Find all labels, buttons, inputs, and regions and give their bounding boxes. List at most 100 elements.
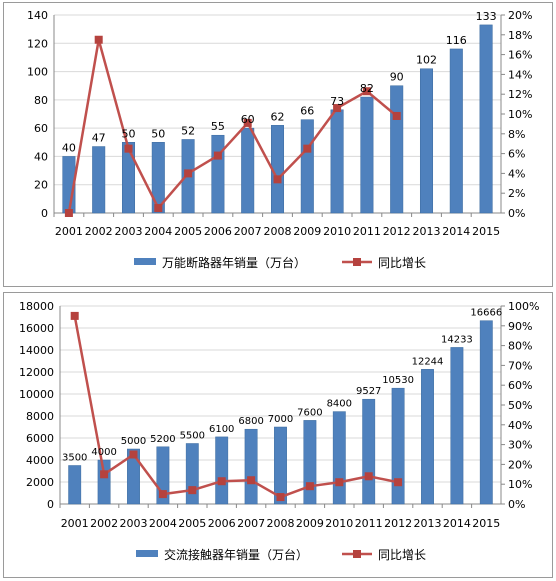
bar [211,134,225,214]
x-category-label: 2010 [325,517,353,530]
bar [332,411,346,505]
growth-marker [303,144,312,153]
growth-marker [362,87,371,96]
x-category-label: 2007 [237,517,265,530]
bar-value-label: 47 [92,132,106,145]
bar-value-label: 4000 [91,447,116,458]
x-category-label: 2013 [414,517,442,530]
bar [419,68,434,214]
x-category-label: 2006 [204,225,232,238]
y-left-tick-label: 120 [27,37,48,50]
bar-value-label: 14233 [441,334,473,345]
y-right-tick-label: 20% [508,458,532,471]
growth-marker [335,478,344,487]
bar-value-label: 3500 [62,453,87,464]
y-left-tick-label: 20 [34,179,48,192]
growth-marker [124,144,133,153]
bar-value-label: 12244 [412,356,444,367]
x-category-label: 2008 [267,517,295,530]
y-left-tick-label: 2000 [26,476,54,489]
bar-value-label: 82 [360,82,374,95]
bar-value-label: 50 [151,127,165,140]
x-category-label: 2009 [296,517,324,530]
y-right-tick-label: 60% [508,379,532,392]
x-category-label: 2007 [234,225,262,238]
legend-line-marker [353,550,361,558]
x-category-label: 2006 [208,517,236,530]
y-right-tick-label: 2% [508,187,525,200]
y-left-tick-label: 40 [34,150,48,163]
bar [449,48,463,214]
growth-marker [394,478,403,487]
bar-value-label: 6100 [209,424,234,435]
bar-value-label: 40 [62,141,76,154]
growth-marker [184,169,193,178]
y-right-tick-label: 0% [508,207,525,220]
x-category-label: 2009 [293,225,321,238]
bar [479,320,493,505]
x-category-label: 2002 [85,225,113,238]
bar [303,420,317,505]
bar [362,398,376,505]
x-category-label: 2011 [355,517,383,530]
growth-marker [213,151,222,160]
growth-marker [276,493,285,502]
y-left-tick-label: 18000 [19,300,54,313]
y-right-tick-label: 80% [508,340,532,353]
y-right-tick-label: 16% [508,49,532,62]
growth-marker [364,472,373,481]
bar-value-label: 62 [271,110,285,123]
bar [241,127,255,214]
growth-line [73,315,399,499]
chart-circuit-breaker-sales: 0 20 40 60 80 100 120 140 0% 2% 4% 6% 8% 10% 12% 14% 16%… [27,9,532,270]
legend-bar-label: 交流接触器年销量（万台） [164,547,308,562]
y-right-tick-label: 6% [508,148,525,161]
bar-value-label: 16666 [470,308,502,319]
x-category-label: 2001 [55,225,83,238]
y-left-tick-label: 100 [27,66,48,79]
bar-value-label: 55 [211,120,225,133]
x-category-label: 2001 [61,517,89,530]
y-left-tick-label: 80 [34,94,48,107]
y-left-tick-label: 140 [27,9,48,22]
bar-value-label: 7000 [268,414,293,425]
y-left-tick-label: 16000 [19,322,54,335]
y-right-tick-label: 20% [508,9,532,22]
y-right-tick-label: 90% [508,320,532,333]
bar [151,142,165,214]
y-left-tick-label: 14000 [19,344,54,357]
growth-marker [154,204,163,213]
growth-marker [247,476,256,485]
bar-value-label: 9527 [356,386,381,397]
x-category-label: 2014 [443,517,471,530]
y-right-tick-label: 40% [508,419,532,432]
bar-value-label: 5200 [150,434,175,445]
growth-marker [333,104,342,113]
x-category-label: 2013 [413,225,441,238]
y-right-tick-label: 18% [508,29,532,42]
chart-panel-ac-contactor: 0 2000 4000 6000 8000 10000 12000 14000 16000 180… [3,292,553,578]
legend-bar-swatch [134,258,156,265]
bar [92,146,106,214]
bar [330,109,344,214]
growth-marker [392,111,401,120]
bar [360,96,374,214]
y-left-tick-label: 12000 [19,366,54,379]
bar-value-label: 90 [390,71,404,84]
x-category-label: 2012 [383,225,411,238]
y-right-tick-label: 10% [508,108,532,121]
bar-value-label: 5000 [121,436,146,447]
bar [391,387,405,505]
bar-value-label: 10530 [382,375,414,386]
y-right-tick-label: 100% [508,300,539,313]
bar [127,448,140,505]
bar-value-label: 102 [416,54,437,67]
x-category-label: 2008 [264,225,292,238]
bar [121,142,136,214]
y-left-tick-label: 60 [34,122,48,135]
y-right-tick-label: 70% [508,359,532,372]
bar-value-label: 8400 [327,399,352,410]
x-category-label: 2004 [149,517,177,530]
growth-line [67,38,398,214]
growth-marker [158,490,167,499]
